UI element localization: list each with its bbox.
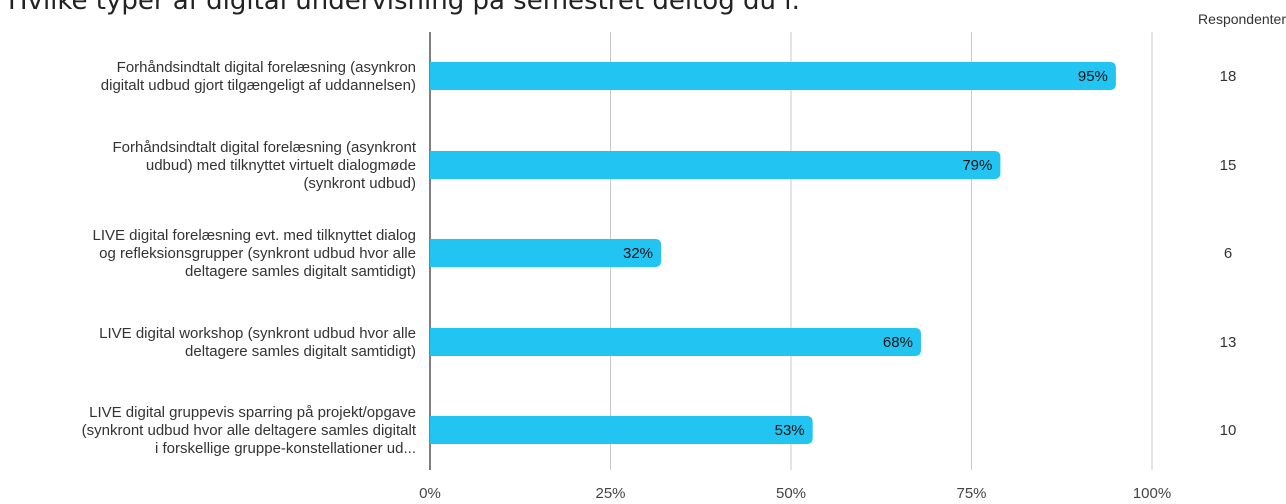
- category-label-line: og refleksionsgrupper (synkront udbud hv…: [99, 245, 416, 262]
- category-label-line: udbud) med tilknyttet virtuelt dialogmød…: [146, 157, 416, 174]
- category-label-line: digitalt udbud gjort tilgængeligt af udd…: [101, 77, 416, 94]
- bar-value-label: 79%: [962, 157, 992, 174]
- bar: [430, 239, 662, 267]
- x-tick-label: 25%: [595, 485, 625, 502]
- category-label: LIVE digital workshop (synkront udbud hv…: [99, 325, 416, 360]
- x-tick-label: 50%: [776, 485, 806, 502]
- bar-value-label: 68%: [883, 334, 913, 351]
- respondent-count: 6: [1224, 245, 1232, 262]
- category-label: LIVE digital forelæsning evt. med tilkny…: [92, 227, 416, 280]
- category-label-line: (synkront udbud): [303, 175, 416, 192]
- bar: [430, 416, 813, 444]
- category-label-line: deltagere samles digitalt samtidigt): [185, 343, 416, 360]
- category-label-line: LIVE digital workshop (synkront udbud hv…: [99, 325, 416, 342]
- respondents-column: Respondenter 18 15 6 13 10: [1198, 11, 1286, 439]
- bar-value-label: 95%: [1078, 68, 1108, 85]
- category-label-line: Forhåndsindtalt digital forelæsning (asy…: [113, 139, 417, 156]
- category-labels: Forhåndsindtalt digital forelæsning (asy…: [82, 59, 417, 457]
- category-label-line: Forhåndsindtalt digital forelæsning (asy…: [117, 59, 416, 76]
- category-label-line: i forskellige gruppe-konstellationer ud.…: [155, 440, 416, 457]
- category-label: Forhåndsindtalt digital forelæsning (asy…: [113, 139, 417, 192]
- respondent-count: 10: [1220, 422, 1237, 439]
- bar: [430, 328, 921, 356]
- bar: [430, 151, 1001, 179]
- respondent-count: 18: [1220, 68, 1237, 85]
- respondent-count: 15: [1220, 157, 1237, 174]
- category-label-line: (synkront udbud hvor alle deltagere saml…: [82, 422, 417, 439]
- bars: 95% 79% 32% 68% 53%: [430, 62, 1116, 444]
- chart-title: Hvilke typer af digital undervisning på …: [8, 0, 801, 16]
- x-tick-label: 75%: [956, 485, 986, 502]
- category-label-line: LIVE digital gruppevis sparring på proje…: [89, 404, 416, 421]
- x-axis-ticks: 0% 25% 50% 75% 100%: [419, 485, 1171, 502]
- bar: [430, 62, 1116, 90]
- respondent-count: 13: [1220, 334, 1237, 351]
- respondents-header: Respondenter: [1198, 11, 1286, 27]
- x-tick-label: 100%: [1133, 485, 1171, 502]
- x-tick-label: 0%: [419, 485, 441, 502]
- bar-value-label: 53%: [775, 422, 805, 439]
- bar-value-label: 32%: [623, 245, 653, 262]
- category-label: Forhåndsindtalt digital forelæsning (asy…: [101, 59, 416, 94]
- category-label: LIVE digital gruppevis sparring på proje…: [82, 404, 417, 457]
- category-label-line: deltagere samles digitalt samtidigt): [185, 263, 416, 280]
- category-label-line: LIVE digital forelæsning evt. med tilkny…: [92, 227, 416, 244]
